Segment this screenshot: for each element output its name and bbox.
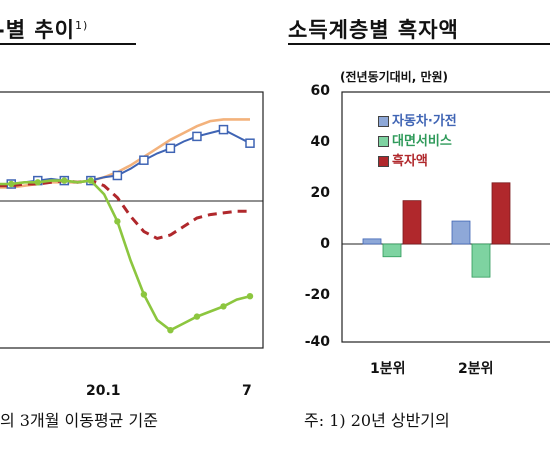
right-footnote: 주: 1) 20년 상반기의 <box>304 411 450 430</box>
left-marker-blue-19 <box>245 138 255 148</box>
right-chart-title: 소득계층별 흑자액 <box>288 18 459 42</box>
legend-label-surplus: 흑자액 <box>392 154 428 169</box>
legend-swatch-auto <box>378 116 389 127</box>
right-y-tick-20: 20 <box>310 185 330 201</box>
bar-0-2 <box>402 200 422 245</box>
legend-item-auto: 자동차·가전 <box>378 110 457 129</box>
right-y-tick-neg40: -40 <box>304 334 330 350</box>
left-chart-title-text: -별 추이 <box>0 18 75 42</box>
left-series-group <box>0 118 255 334</box>
right-plot-frame <box>341 91 550 343</box>
left-marker-green-9 <box>114 218 121 225</box>
left-marker-blue-17 <box>218 124 229 135</box>
left-x-tick-0: 20.1 <box>86 383 121 399</box>
left-marker-blue-11 <box>139 155 149 165</box>
right-y-tick-neg20: -20 <box>304 287 330 303</box>
left-marker-blue-9 <box>112 170 123 181</box>
bar-1-1 <box>471 243 491 278</box>
left-marker-green-1 <box>8 180 15 188</box>
bar-1-0 <box>451 220 471 245</box>
left-line-red <box>0 179 250 240</box>
legend-item-surplus: 흑자액 <box>378 150 428 169</box>
left-line-green <box>0 179 251 332</box>
right-category-0: 1분위 <box>370 361 406 377</box>
legend-swatch-service <box>378 136 389 147</box>
left-marker-green-3 <box>34 179 41 186</box>
right-y-tick-60: 60 <box>310 83 330 99</box>
left-chart-title: -별 추이1) <box>0 14 88 44</box>
left-marker-green-7 <box>87 177 95 184</box>
right-title-underline <box>288 43 550 45</box>
left-title-underline <box>0 43 136 45</box>
legend-label-auto: 자동차·가전 <box>392 114 457 129</box>
left-marker-green-15 <box>193 313 201 320</box>
left-marker-green-19 <box>246 293 254 300</box>
bar-0-0 <box>362 238 382 245</box>
left-plot-frame <box>0 91 264 349</box>
left-marker-green-13 <box>167 327 174 334</box>
legend-swatch-surplus <box>378 156 389 167</box>
left-x-tick-1: 7 <box>242 383 252 399</box>
left-line-blue <box>0 128 251 185</box>
right-y-tick-0: 0 <box>320 236 330 252</box>
left-footnote: 의 3개월 이동평균 기준 <box>0 411 158 430</box>
left-marker-blue-15 <box>192 131 202 142</box>
left-marker-blue-13 <box>165 143 176 154</box>
right-y-tick-40: 40 <box>310 134 330 150</box>
right-chart-unit: (전년동기대비, 만원) <box>340 70 449 84</box>
left-marker-green-11 <box>140 291 148 298</box>
legend-item-service: 대면서비스 <box>378 130 452 149</box>
left-marker-green-17 <box>220 303 227 310</box>
left-marker-green-5 <box>61 177 68 184</box>
right-category-1: 2분위 <box>458 361 494 377</box>
bar-0-1 <box>382 243 402 258</box>
legend-label-service: 대면서비스 <box>392 134 452 149</box>
bar-1-2 <box>491 182 511 245</box>
left-chart-title-footnote: 1) <box>75 19 89 32</box>
right-bars-group <box>342 182 550 278</box>
